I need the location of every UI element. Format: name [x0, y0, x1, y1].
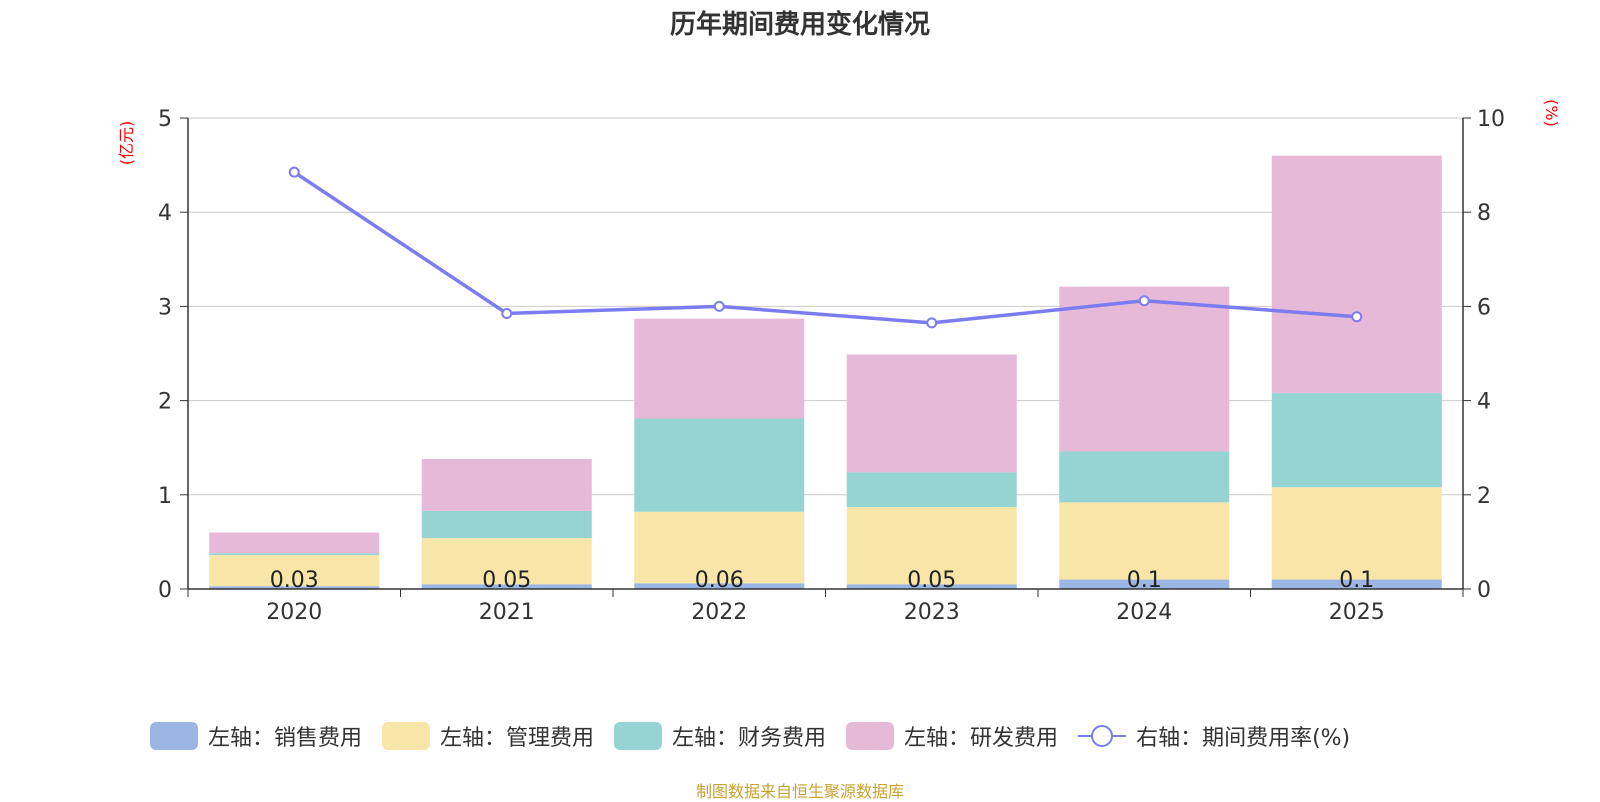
legend-label-management: 左轴：管理费用 [440, 726, 595, 751]
expense-rate-point-2021 [501, 307, 513, 319]
bar-2020-series-3 [209, 532, 380, 554]
bar-2021-series-2 [421, 510, 592, 539]
legend-label-sales: 左轴：销售费用 [208, 726, 363, 751]
data-label-sales-2025: 0.1 [1339, 568, 1374, 593]
legend-item-rd[interactable]: 左轴：研发费用 [846, 720, 1058, 752]
legend-swatch-finance [614, 722, 663, 750]
x-axis-label-2020: 2020 [266, 600, 322, 625]
legend-item-sales[interactable]: 左轴：销售费用 [150, 720, 362, 752]
data-label-sales-2023: 0.05 [907, 568, 956, 593]
right-axis-tick-label: 10 [1477, 107, 1505, 132]
bar-2022-series-3 [634, 318, 805, 419]
right-axis-tick-label: 8 [1477, 201, 1491, 226]
chart-title: 历年期间费用变化情况 [669, 10, 930, 40]
bar-2021-series-3 [421, 459, 592, 511]
bar-2022-series-2 [634, 418, 805, 512]
left-axis-tick-label: 2 [158, 390, 172, 415]
data-label-sales-2022: 0.06 [695, 568, 744, 593]
legend-label-rd: 左轴：研发费用 [904, 726, 1059, 751]
right-axis-tick-label: 0 [1477, 578, 1491, 603]
expense-rate-point-2025 [1351, 311, 1363, 323]
expense-rate-line [293, 170, 1357, 325]
bar-2022-series-1 [634, 511, 805, 584]
expense-rate-point-2020 [288, 166, 300, 178]
right-axis-unit-label: (%) [1542, 99, 1561, 127]
bar-2024-series-2 [1059, 451, 1230, 503]
bar-2020-series-2 [209, 553, 380, 556]
bar-2025-series-0 [1271, 579, 1442, 589]
x-axis-label-2024: 2024 [1116, 600, 1172, 625]
legend-line-marker-icon [1078, 722, 1127, 750]
legend-item-finance[interactable]: 左轴：财务费用 [614, 720, 826, 752]
left-axis-tick-label: 0 [158, 578, 172, 603]
legend-item-expense-rate[interactable]: 右轴：期间费用率(%) [1078, 720, 1350, 752]
expense-rate-point-2024 [1138, 295, 1150, 307]
legend: 左轴：销售费用 左轴：管理费用 左轴：财务费用 左轴：研发费用 右轴：期间费用率… [150, 718, 1370, 754]
left-axis-unit-label: (亿元) [117, 121, 136, 166]
bar-2023-series-0 [846, 584, 1017, 589]
left-axis-tick-label: 4 [158, 201, 172, 226]
expense-rate-point-2023 [926, 317, 938, 329]
legend-label-finance: 左轴：财务费用 [672, 726, 827, 751]
bar-2020-series-0 [209, 586, 380, 589]
data-label-sales-2020: 0.03 [270, 568, 319, 593]
bar-2023-series-2 [846, 472, 1017, 508]
bar-2025-series-3 [1271, 155, 1442, 394]
x-axis-label-2025: 2025 [1329, 600, 1385, 625]
legend-swatch-rd [846, 722, 895, 750]
data-label-sales-2021: 0.05 [482, 568, 531, 593]
legend-swatch-management [382, 722, 431, 750]
bar-2021-series-1 [421, 538, 592, 585]
legend-label-expense-rate: 右轴：期间费用率(%) [1136, 726, 1351, 751]
right-axis-tick-label: 6 [1477, 295, 1491, 320]
bar-2024-series-0 [1059, 579, 1230, 589]
bar-2025-series-2 [1271, 393, 1442, 488]
legend-swatch-sales [150, 722, 198, 750]
bar-2020-series-1 [209, 555, 380, 587]
source-footnote: 制图数据来自恒生聚源数据库 [695, 782, 904, 801]
expense-rate-point-2022 [713, 300, 725, 312]
bar-2025-series-1 [1271, 487, 1442, 580]
bar-2024-series-3 [1059, 286, 1230, 452]
bar-2024-series-1 [1059, 502, 1230, 580]
x-axis-label-2021: 2021 [479, 600, 535, 625]
left-axis-tick-label: 3 [158, 295, 172, 320]
bar-2022-series-0 [634, 583, 805, 589]
right-axis-tick-label: 4 [1477, 390, 1491, 415]
left-axis-tick-label: 1 [158, 484, 172, 509]
bar-2021-series-0 [421, 584, 592, 589]
bar-2023-series-3 [846, 354, 1017, 473]
left-axis-tick-label: 5 [158, 107, 172, 132]
x-axis-label-2022: 2022 [691, 600, 747, 625]
x-axis-label-2023: 2023 [904, 600, 960, 625]
data-label-sales-2024: 0.1 [1127, 568, 1162, 593]
bar-2023-series-1 [846, 507, 1017, 585]
right-axis-tick-label: 2 [1477, 484, 1491, 509]
legend-item-management[interactable]: 左轴：管理费用 [382, 720, 594, 752]
